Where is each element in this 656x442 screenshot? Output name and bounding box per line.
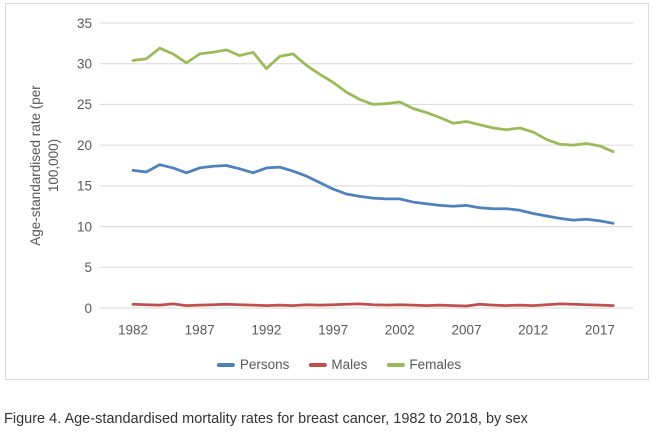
y-tick-label-10: 10 bbox=[77, 219, 92, 234]
chart-svg: 0 5 10 15 20 25 30 35 1982 1987 1992 1997 2002 2007 2… bbox=[28, 16, 633, 338]
series-lines-group bbox=[131, 46, 615, 308]
y-tick-label-20: 20 bbox=[77, 138, 92, 153]
x-axis-tick-labels: 1982 1987 1992 1997 2002 2007 2012 2017 bbox=[118, 323, 615, 338]
x-tick-label-2002: 2002 bbox=[385, 323, 415, 338]
y-tick-label-0: 0 bbox=[84, 301, 92, 316]
series-line-persons bbox=[131, 163, 615, 225]
y-axis-tick-labels: 0 5 10 15 20 25 30 35 bbox=[77, 16, 92, 316]
legend-label-persons: Persons bbox=[239, 357, 290, 372]
y-tick-label-30: 30 bbox=[77, 57, 92, 72]
y-tick-label-25: 25 bbox=[77, 97, 92, 112]
legend-item-males: Males bbox=[308, 357, 367, 372]
series-line-females bbox=[131, 46, 615, 154]
y-tick-label-35: 35 bbox=[77, 16, 92, 31]
gridlines-group bbox=[100, 22, 633, 309]
y-axis-title-line2: 100,000) bbox=[46, 139, 61, 192]
x-tick-label-1987: 1987 bbox=[185, 323, 215, 338]
x-tick-label-1982: 1982 bbox=[118, 323, 148, 338]
series-line-males bbox=[131, 302, 615, 308]
legend-label-males: Males bbox=[331, 357, 368, 372]
x-tick-label-2007: 2007 bbox=[451, 323, 481, 338]
x-tick-label-2012: 2012 bbox=[518, 323, 548, 338]
x-tick-label-1992: 1992 bbox=[251, 323, 281, 338]
legend-item-persons: Persons bbox=[216, 357, 290, 372]
persons-line-swatch bbox=[216, 362, 235, 367]
chart-frame: 0 5 10 15 20 25 30 35 1982 1987 1992 1997 2002 2007 2… bbox=[5, 3, 649, 380]
chart-legend: Persons Males Females bbox=[216, 357, 461, 372]
x-tick-label-2017: 2017 bbox=[585, 323, 615, 338]
figure-caption: Figure 4. Age-standardised mortality rat… bbox=[4, 411, 528, 427]
x-tick-label-1997: 1997 bbox=[318, 323, 348, 338]
y-tick-label-5: 5 bbox=[84, 260, 92, 275]
y-axis-title-line1: Age-standardised rate (per bbox=[28, 85, 43, 246]
legend-item-females: Females bbox=[386, 357, 461, 372]
y-tick-label-15: 15 bbox=[77, 179, 92, 194]
legend-label-females: Females bbox=[409, 357, 462, 372]
females-line-swatch bbox=[386, 362, 405, 367]
males-line-swatch bbox=[308, 362, 327, 367]
